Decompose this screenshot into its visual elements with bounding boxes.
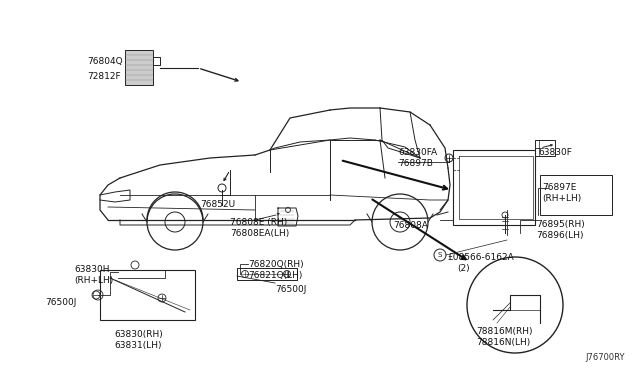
Text: 63831(LH): 63831(LH) <box>114 341 161 350</box>
Text: £08566-6162A: £08566-6162A <box>447 253 514 262</box>
Text: (RH+LH): (RH+LH) <box>542 194 581 203</box>
Text: S: S <box>438 252 442 258</box>
Text: 76821Q(LH): 76821Q(LH) <box>248 271 302 280</box>
Text: 78816M(RH): 78816M(RH) <box>476 327 532 336</box>
Text: 76897B: 76897B <box>398 159 433 168</box>
Text: 76808E (RH): 76808E (RH) <box>230 218 287 227</box>
Text: 63830H: 63830H <box>74 265 109 274</box>
Text: 72812F: 72812F <box>87 72 120 81</box>
Text: 78816N(LH): 78816N(LH) <box>476 338 531 347</box>
Text: 76808EA(LH): 76808EA(LH) <box>230 229 289 238</box>
Text: 76808A: 76808A <box>393 221 428 230</box>
Text: 76897E: 76897E <box>542 183 577 192</box>
Text: 76852U: 76852U <box>200 200 235 209</box>
Text: 63830(RH): 63830(RH) <box>114 330 163 339</box>
FancyBboxPatch shape <box>125 50 153 85</box>
Text: 76895(RH): 76895(RH) <box>536 220 585 229</box>
Circle shape <box>147 194 203 250</box>
Text: 76500J: 76500J <box>45 298 76 307</box>
Text: 76820Q(RH): 76820Q(RH) <box>248 260 303 269</box>
Text: 63830F: 63830F <box>538 148 572 157</box>
Text: 76896(LH): 76896(LH) <box>536 231 584 240</box>
Text: 76500J: 76500J <box>275 285 307 294</box>
Circle shape <box>372 194 428 250</box>
Text: (2): (2) <box>457 264 470 273</box>
Text: J76700RY: J76700RY <box>586 353 625 362</box>
Text: 76804Q: 76804Q <box>87 57 123 66</box>
Text: (RH+LH): (RH+LH) <box>74 276 113 285</box>
Text: 63830FA: 63830FA <box>398 148 437 157</box>
